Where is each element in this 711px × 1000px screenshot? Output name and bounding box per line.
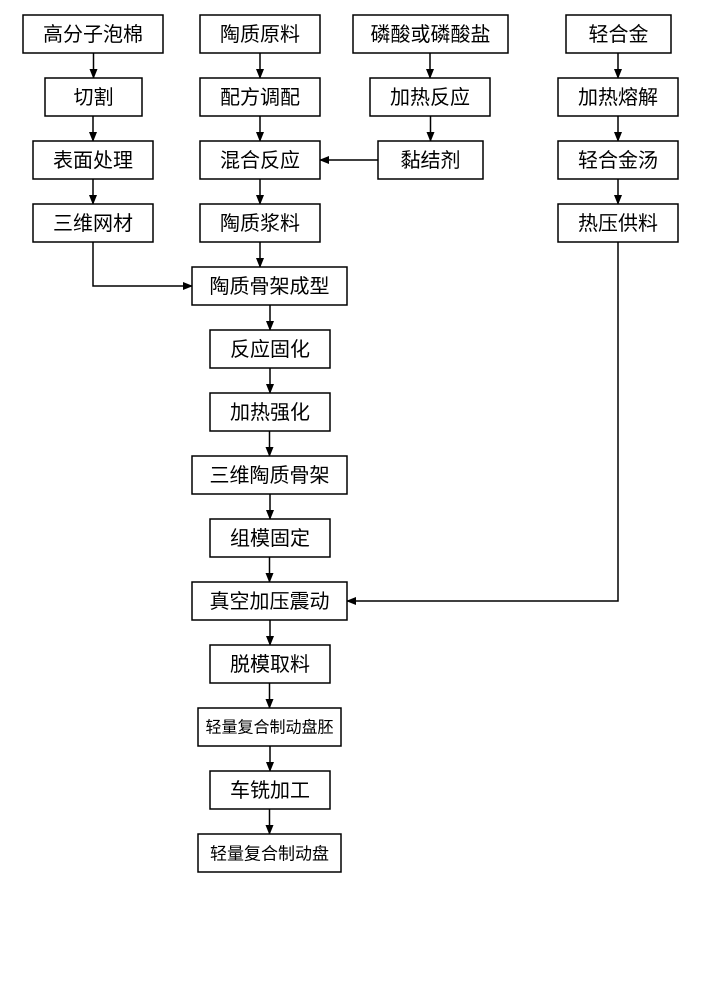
flowchart-node: 三维网材: [33, 204, 153, 242]
flowchart-node: 混合反应: [200, 141, 320, 179]
node-label: 陶质原料: [220, 23, 300, 46]
flowchart-node: 加热反应: [370, 78, 490, 116]
flowchart-edge: [347, 242, 618, 601]
node-label: 加热熔解: [578, 86, 658, 109]
flowchart-node: 切割: [45, 78, 142, 116]
node-label: 表面处理: [53, 149, 133, 172]
flowchart-node: 加热强化: [210, 393, 330, 431]
node-label: 轻量复合制动盘: [210, 845, 329, 864]
node-label: 轻合金汤: [578, 149, 658, 172]
node-label: 轻量复合制动盘胚: [205, 718, 333, 737]
node-label: 车铣加工: [230, 779, 310, 802]
node-label: 切割: [74, 86, 114, 109]
node-label: 配方调配: [220, 86, 300, 109]
flowchart-node: 高分子泡棉: [23, 15, 163, 53]
node-label: 高分子泡棉: [43, 23, 143, 46]
node-label: 三维网材: [53, 212, 133, 235]
flowchart-canvas: 高分子泡棉切割表面处理三维网材 陶质原料配方调配混合反应陶质浆料 磷酸或磷酸盐加热反…: [0, 0, 711, 1000]
node-label: 加热强化: [230, 401, 310, 424]
node-label: 混合反应: [220, 149, 300, 172]
node-label: 组模固定: [230, 527, 310, 550]
flowchart-node: 黏结剂: [378, 141, 483, 179]
flowchart-node: 热压供料: [558, 204, 678, 242]
flowchart-node: 真空加压震动: [192, 582, 347, 620]
node-label: 脱模取料: [230, 653, 310, 676]
flowchart-edge: [93, 242, 192, 286]
flowchart-node: 组模固定: [210, 519, 330, 557]
flowchart-node: 轻量复合制动盘: [198, 834, 341, 872]
flowchart-node: 配方调配: [200, 78, 320, 116]
node-label: 磷酸或磷酸盐: [371, 23, 491, 46]
flowchart-node: 陶质骨架成型: [192, 267, 347, 305]
node-label: 轻合金: [589, 23, 649, 46]
node-label: 热压供料: [578, 212, 658, 235]
flowchart-node: 车铣加工: [210, 771, 330, 809]
flowchart-node: 轻合金汤: [558, 141, 678, 179]
node-label: 陶质骨架成型: [210, 275, 330, 298]
flowchart-node: 陶质浆料: [200, 204, 320, 242]
flowchart-node: 磷酸或磷酸盐: [353, 15, 508, 53]
node-label: 陶质浆料: [220, 212, 300, 235]
node-label: 三维陶质骨架: [210, 464, 330, 487]
flowchart-node: 轻量复合制动盘胚: [198, 708, 341, 746]
node-label: 反应固化: [230, 338, 310, 361]
node-label: 加热反应: [390, 86, 470, 109]
node-label: 黏结剂: [401, 149, 461, 172]
flowchart-node: 反应固化: [210, 330, 330, 368]
flowchart-node: 加热熔解: [558, 78, 678, 116]
flowchart-node: 三维陶质骨架: [192, 456, 347, 494]
flowchart-node: 轻合金: [566, 15, 671, 53]
flowchart-node: 表面处理: [33, 141, 153, 179]
flowchart-node: 脱模取料: [210, 645, 330, 683]
node-label: 真空加压震动: [210, 590, 330, 613]
flowchart-node: 陶质原料: [200, 15, 320, 53]
